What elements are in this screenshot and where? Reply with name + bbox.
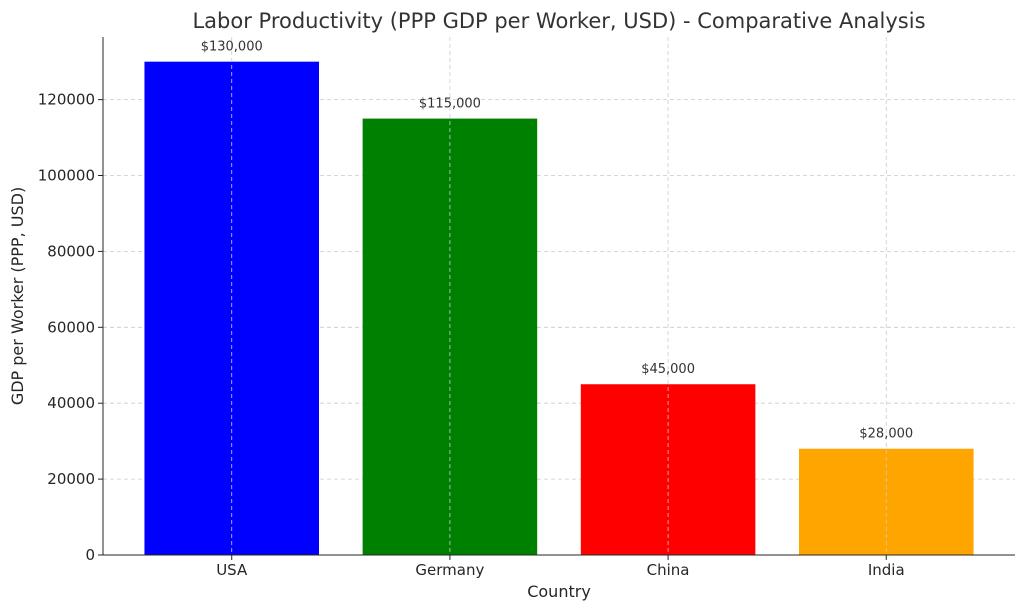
y-tick-label: 100000 [38, 167, 95, 185]
chart-title: Labor Productivity (PPP GDP per Worker, … [192, 9, 925, 33]
x-tick-label: India [868, 561, 905, 579]
data-label: $45,000 [641, 362, 695, 377]
y-tick-label: 80000 [47, 242, 95, 260]
axes [102, 37, 1015, 556]
y-tick-label: 60000 [47, 318, 95, 336]
ticks: 0 20000 40000 60000 80000 100000 120000 USA $130… [38, 40, 913, 579]
data-label: $130,000 [201, 40, 263, 55]
y-tick-label: 20000 [47, 470, 95, 488]
y-tick-label: 0 [85, 546, 95, 564]
x-tick-label: USA [216, 561, 248, 579]
y-axis-label: GDP per Worker (PPP, USD) [8, 187, 27, 405]
bars [144, 37, 974, 556]
bar-china [580, 384, 756, 555]
y-tick-label: 40000 [47, 394, 95, 412]
x-axis-label: Country [527, 582, 591, 601]
x-tick-label: Germany [415, 561, 484, 579]
data-label: $115,000 [419, 97, 481, 112]
x-tick-label: China [647, 561, 690, 579]
data-label: $28,000 [859, 427, 913, 442]
y-tick-label: 120000 [38, 91, 95, 109]
